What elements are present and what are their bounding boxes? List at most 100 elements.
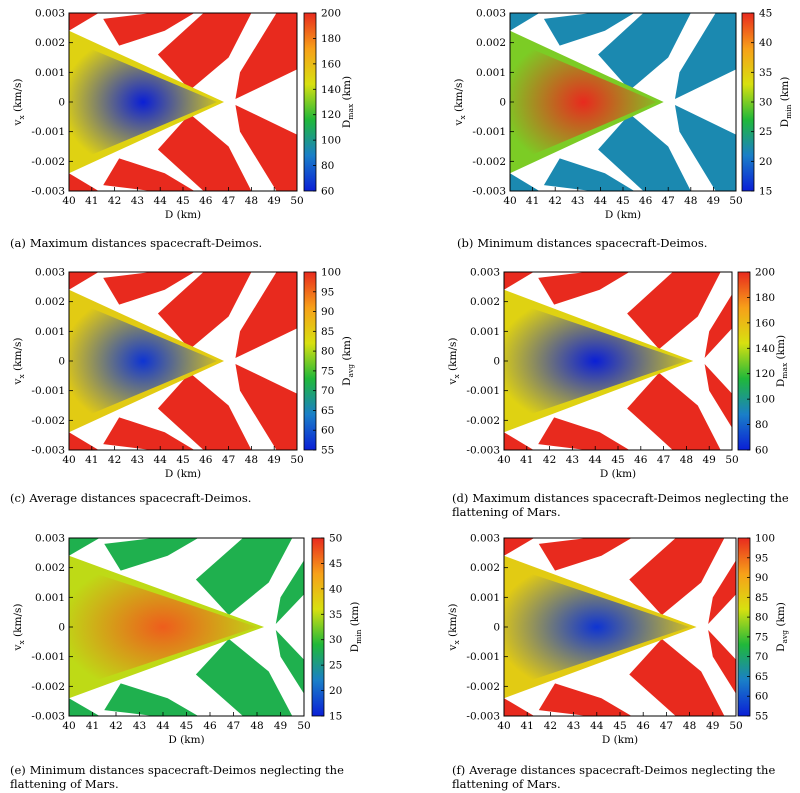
upper-band-3 [629, 538, 725, 616]
x-tick-label: 48 [245, 454, 258, 466]
colorbar-tick-label: 200 [755, 267, 775, 279]
upper-band-2 [104, 538, 199, 571]
caption-text: Maximum distances spacecraft-Deimos negl… [452, 491, 789, 519]
x-axis-label: D (km) [168, 734, 204, 746]
x-tick-label: 48 [680, 454, 693, 466]
colorbar-tick-label: 25 [329, 660, 342, 672]
upper-band-4 [235, 13, 297, 100]
upper-band-3 [157, 13, 252, 91]
y-tick-label: -0.003 [31, 711, 65, 723]
x-tick-label: 42 [108, 454, 121, 466]
colorbar-tick-label: 90 [755, 572, 768, 584]
x-axis-label: D (km) [600, 468, 636, 480]
colorbar-tick-label: 40 [329, 583, 342, 595]
x-tick-label: 41 [85, 454, 98, 466]
colorbar-tick-label: 45 [759, 8, 772, 20]
caption-text: Average distances spacecraft-Deimos. [29, 491, 252, 505]
x-tick-label: 47 [227, 720, 240, 732]
x-tick-label: 40 [62, 454, 75, 466]
lower-band-4 [275, 629, 304, 716]
caption-text: Minimum distances spacecraft-Deimos negl… [10, 763, 344, 791]
y-tick-label: 0.003 [476, 8, 506, 20]
y-tick-label: 0.002 [35, 37, 65, 49]
x-tick-label: 42 [549, 195, 562, 207]
colorbar [303, 271, 317, 451]
lower-band-3 [629, 638, 725, 716]
stable-region [69, 298, 218, 424]
x-tick-label: 47 [662, 195, 675, 207]
caption-tag: (c) [10, 491, 26, 505]
x-tick-label: 43 [131, 454, 144, 466]
heatmap-field [504, 272, 732, 450]
x-tick-label: 41 [526, 195, 539, 207]
x-tick-label: 40 [62, 195, 75, 207]
x-tick-label: 40 [497, 720, 510, 732]
colorbar-tick-label: 180 [755, 292, 775, 304]
colorbar-tick-label: 15 [759, 186, 772, 198]
upper-band-4 [704, 272, 732, 359]
chart-svg-a: 40 41 42 43 44 45 46 47 48 49 50 -0.003 -0.002 -0.001… [12, 8, 355, 222]
y-axis-label: vx (km/s) [447, 338, 461, 386]
x-tick-label: 49 [707, 195, 720, 207]
colorbar-tick-label: 50 [329, 533, 342, 545]
chart-svg-e: 40 41 42 43 44 45 46 47 48 49 50 -0.003 -0.002 -0.001… [12, 533, 363, 747]
x-tick-label: 40 [497, 454, 510, 466]
x-tick-label: 49 [703, 454, 716, 466]
y-tick-label: 0.001 [470, 592, 500, 604]
caption-tag: (b) [457, 236, 474, 250]
colorbar-label: Dmin (km) [779, 77, 793, 128]
x-tick-label: 44 [156, 720, 170, 732]
colorbar-tick-label: 60 [321, 186, 334, 198]
colorbar-tick-label: 70 [755, 651, 768, 663]
x-tick-label: 44 [589, 454, 603, 466]
chart-panel-f: 40 41 42 43 44 45 46 47 48 49 50 -0.003 -0.002 -0.001… [400, 528, 800, 790]
colorbar-tick-label: 160 [321, 58, 341, 70]
colorbar [311, 537, 325, 717]
x-axis-label: D (km) [165, 209, 201, 221]
x-tick-label: 48 [683, 720, 696, 732]
y-tick-label: 0.001 [35, 67, 65, 79]
y-tick-label: 0 [58, 622, 65, 634]
x-tick-label: 50 [729, 195, 742, 207]
x-tick-label: 50 [290, 195, 303, 207]
x-tick-label: 45 [176, 195, 189, 207]
colorbar-tick-label: 65 [321, 405, 334, 417]
y-tick-label: -0.002 [31, 681, 65, 693]
colorbar-label: Dmin (km) [349, 602, 363, 653]
upper-band-1 [510, 13, 540, 31]
chart-svg-b: 40 41 42 43 44 45 46 47 48 49 50 -0.003 -0.002 -0.001… [453, 8, 793, 222]
y-tick-label: -0.003 [31, 186, 65, 198]
x-tick-label: 47 [222, 454, 235, 466]
x-tick-label: 50 [725, 454, 738, 466]
caption-text: Minimum distances spacecraft-Deimos. [477, 236, 708, 250]
y-axis-label: vx (km/s) [447, 604, 461, 652]
x-tick-label: 50 [297, 720, 310, 732]
x-tick-label: 42 [109, 720, 122, 732]
y-tick-label: 0.002 [35, 296, 65, 308]
x-tick-label: 41 [85, 195, 98, 207]
stable-region [69, 564, 257, 690]
chart-svg-d: 40 41 42 43 44 45 46 47 48 49 50 -0.003 -0.002 -0.001… [447, 267, 789, 481]
x-tick-label: 40 [62, 720, 75, 732]
y-tick-label: 0 [493, 622, 500, 634]
colorbar-tick-label: 55 [755, 711, 768, 723]
colorbar-tick-label: 140 [755, 343, 775, 355]
colorbar-tick-label: 120 [321, 109, 341, 121]
chart-panel-c: 40 41 42 43 44 45 46 47 48 49 50 -0.003 -0.002 -0.001… [0, 262, 400, 524]
y-tick-label: -0.003 [472, 186, 506, 198]
x-tick-label: 43 [133, 720, 146, 732]
colorbar-tick-label: 45 [329, 558, 342, 570]
stable-region [69, 39, 218, 165]
lower-band-4 [674, 104, 736, 191]
y-axis-label: vx (km/s) [453, 79, 467, 127]
colorbar-tick-label: 60 [755, 445, 768, 457]
lower-band-2 [104, 683, 199, 716]
lower-band-4 [704, 363, 732, 450]
lower-band-1 [69, 173, 99, 191]
colorbar-tick-label: 180 [321, 33, 341, 45]
heatmap-field [69, 538, 304, 716]
y-tick-label: 0.003 [35, 8, 65, 20]
y-tick-label: -0.002 [466, 681, 500, 693]
x-tick-label: 46 [203, 720, 217, 732]
colorbar-label: Dmax (km) [775, 335, 789, 387]
